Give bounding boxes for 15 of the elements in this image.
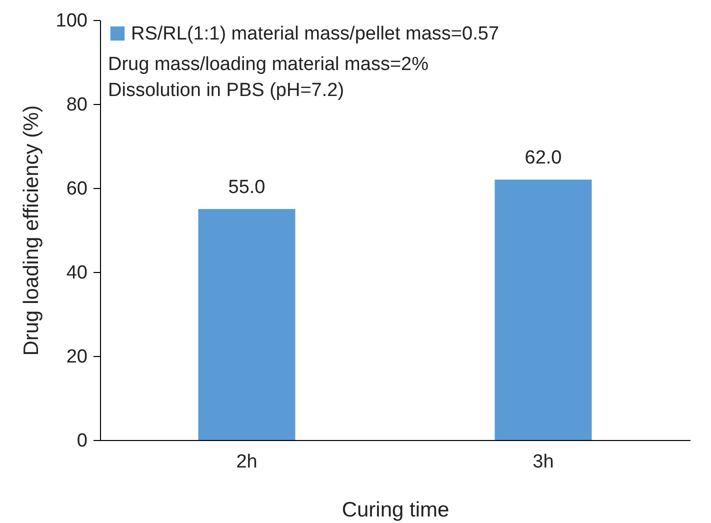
y-tick-label: 100: [56, 10, 88, 32]
y-axis-title: Drug loading efficiency (%): [20, 105, 43, 356]
y-tick-label: 80: [66, 94, 88, 116]
x-tick-label: 2h: [236, 452, 258, 472]
y-tick-label: 60: [66, 178, 88, 200]
x-axis-title: Curing time: [342, 498, 450, 522]
data-label: 62.0: [524, 148, 562, 169]
y-tick-label: 40: [66, 262, 88, 284]
legend-label: RS/RL(1:1) material mass/pellet mass=0.57: [131, 24, 500, 44]
y-tick-label: 20: [66, 346, 88, 368]
data-label: 55.0: [228, 177, 266, 198]
y-tick-label: 0: [76, 430, 88, 452]
annotation: Drug mass/loading material mass=2%: [108, 54, 429, 75]
x-tick-label: 3h: [532, 452, 554, 472]
annotation: Dissolution in PBS (pH=7.2): [108, 80, 344, 101]
